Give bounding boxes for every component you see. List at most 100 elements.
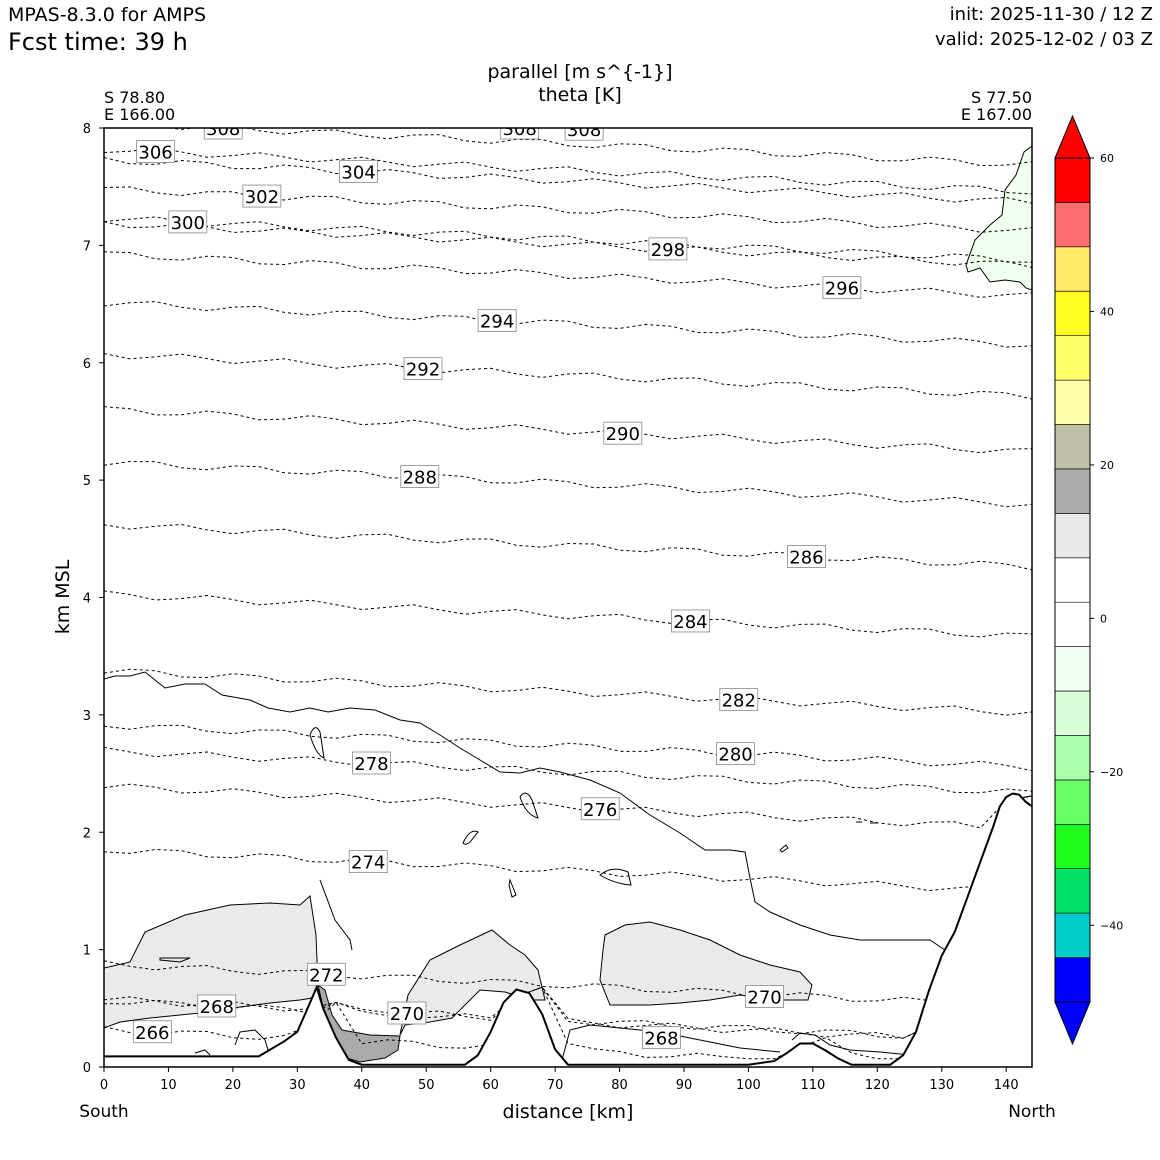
theta-label: 286 (787, 545, 826, 568)
colorbar-segment (1054, 912, 1091, 958)
theta-label: 292 (403, 357, 443, 381)
theta-label-text: 300 (171, 213, 205, 234)
theta-contour-line (104, 795, 1032, 1002)
y-tick-label: 2 (83, 826, 91, 841)
colorbar-extend-bottom (1054, 1001, 1091, 1046)
y-tick-label: 7 (83, 239, 91, 254)
y-tick-label: 0 (83, 1061, 91, 1076)
theta-label-text: 272 (309, 965, 343, 986)
theta-label-text: 270 (390, 1004, 424, 1025)
theta-contour-line (104, 795, 1032, 892)
colorbar-segment (1054, 157, 1091, 203)
theta-contour-line (104, 353, 1032, 400)
x-axis-ticks: 0 10 20 30 40 50 60 70 80 90 100 110 120 130 140 (100, 1067, 1019, 1093)
colorbar-tick-label: 40 (1100, 305, 1114, 318)
colorbar-segment (1054, 957, 1091, 1003)
init-time: init: 2025-11-30 / 12 Z (949, 4, 1153, 25)
theta-label-text: 306 (138, 142, 172, 163)
theta-label-text: 268 (200, 997, 234, 1018)
theta-label: 270 (745, 985, 784, 1009)
colorbar-segment (1054, 646, 1091, 692)
theta-label-text: 298 (651, 240, 685, 261)
x-tick-label: 80 (611, 1078, 628, 1093)
theta-label-text: 286 (789, 547, 823, 568)
colorbar-segment (1054, 513, 1091, 559)
theta-contour-line (104, 795, 1032, 1039)
theta-contour-line (104, 147, 1032, 195)
colorbar: 60 40 20 0 −20 −40 (1054, 114, 1123, 1046)
theta-label-text: 290 (606, 424, 640, 445)
theta-contours (104, 128, 1032, 1060)
theta-contour-line (104, 668, 1032, 716)
terrain-line (104, 792, 1032, 1066)
theta-label-text: 302 (245, 187, 279, 208)
theta-label: 308 (500, 119, 540, 140)
y-tick-label: 5 (83, 474, 91, 489)
theta-contour-line (104, 746, 1032, 794)
colorbar-tick-label: −40 (1100, 919, 1123, 932)
theta-label-text: 294 (480, 311, 514, 332)
theta-label: 304 (339, 160, 378, 183)
x-tick-label: 60 (482, 1078, 499, 1093)
chart-title-line2: theta [K] (538, 84, 622, 106)
theta-label: 272 (306, 962, 346, 986)
colorbar-extend-top (1054, 114, 1091, 159)
x-tick-label: 50 (418, 1078, 435, 1093)
theta-contour-line (104, 221, 1032, 268)
colorbar-segment (1054, 468, 1091, 514)
theta-label-text: 308 (502, 119, 536, 140)
y-axis-ticks: 0 1 2 3 4 5 6 7 8 (83, 122, 104, 1076)
colorbar-segment (1054, 290, 1091, 336)
chart-title-line1: parallel [m s^{-1}] (487, 61, 672, 83)
theta-label: 276 (580, 797, 620, 821)
theta-label-text: 274 (351, 853, 385, 874)
theta-label-text: 296 (825, 279, 859, 300)
y-tick-label: 3 (83, 709, 91, 724)
wind-shading-light-right (599, 921, 813, 1006)
theta-label-text: 308 (206, 119, 240, 140)
start-lon: E 166.00 (104, 105, 175, 124)
colorbar-segment (1054, 557, 1091, 603)
theta-contour-line (104, 406, 1032, 454)
x-tick-label: 30 (289, 1078, 306, 1093)
x-tick-label: 10 (160, 1078, 177, 1093)
x-tick-label: 0 (100, 1078, 108, 1093)
theta-contour-line (104, 795, 1032, 1039)
theta-label: 274 (348, 850, 388, 874)
theta-label: 268 (197, 994, 237, 1018)
theta-contour-line (104, 724, 1032, 772)
theta-label: 278 (352, 751, 391, 775)
colorbar-segment (1054, 735, 1091, 781)
colorbar-segment (1054, 335, 1091, 381)
theta-label-text: 268 (644, 1029, 678, 1050)
theta-contour-line (104, 157, 1032, 204)
colorbar-tick-label: −20 (1100, 766, 1123, 779)
colorbar-segment (1054, 823, 1091, 869)
theta-label: 282 (719, 688, 759, 712)
end-lon: E 167.00 (961, 105, 1032, 124)
theta-label: 296 (822, 276, 862, 300)
theta-label-text: 282 (722, 691, 756, 712)
theta-label: 300 (168, 210, 208, 234)
end-lat: S 77.50 (971, 88, 1032, 107)
theta-label: 268 (642, 1026, 681, 1050)
colorbar-segment (1054, 424, 1091, 470)
theta-label: 288 (400, 465, 440, 489)
theta-label-text: 266 (135, 1023, 169, 1044)
theta-contour-line (104, 783, 1032, 829)
theta-label-text: 280 (718, 745, 752, 766)
forecast-time: Fcst time: 39 h (8, 28, 188, 56)
colorbar-segment (1054, 379, 1091, 425)
start-lat: S 78.80 (104, 88, 165, 107)
x-tick-label: 100 (736, 1078, 761, 1093)
theta-label: 306 (136, 140, 175, 163)
x-tick-label: 20 (225, 1078, 242, 1093)
theta-contour-line (104, 251, 1032, 298)
plot-area: 308 308 308 306 304 302 300 298 296 294 292 290 288 2… (104, 119, 1032, 1067)
colorbar-tick-label: 0 (1100, 612, 1107, 625)
negative-wind-shading (965, 145, 1032, 291)
theta-contour-line (104, 795, 1032, 1060)
theta-label-text: 278 (354, 754, 388, 775)
y-tick-label: 4 (83, 592, 91, 607)
